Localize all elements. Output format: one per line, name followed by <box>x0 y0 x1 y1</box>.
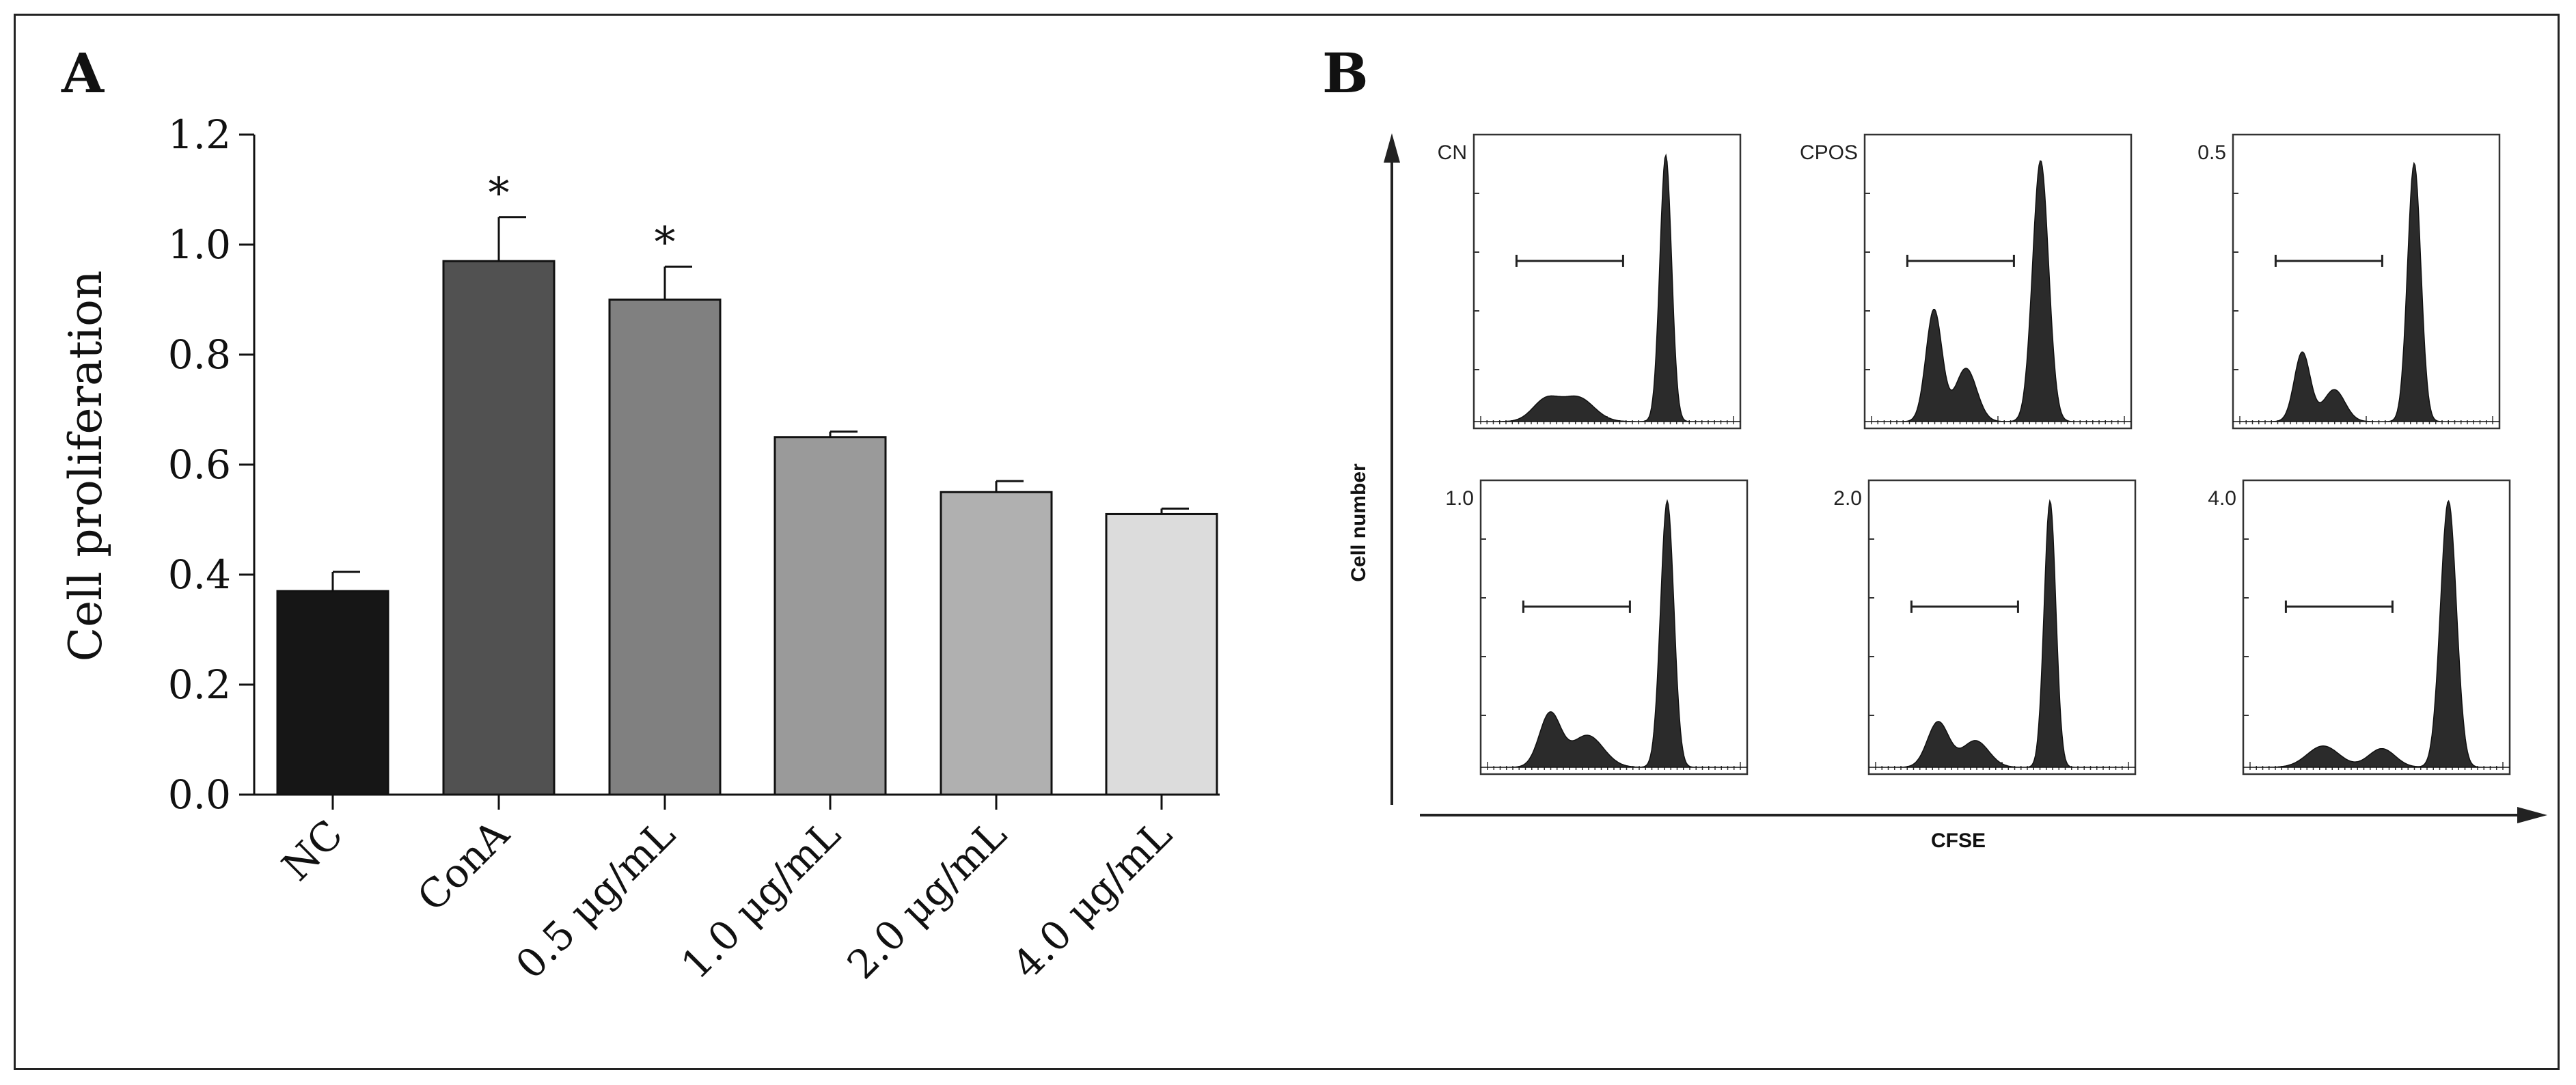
histogram-panel: 4.0 <box>2208 479 2511 775</box>
panel-a-label: A <box>61 41 105 105</box>
histogram-panel: CN <box>1438 133 1742 430</box>
y-axis-arrowhead <box>1384 133 1400 163</box>
y-axis-label-cell-number: Cell number <box>1347 463 1370 582</box>
x-tick-label: 4.0 μg/mL <box>1004 811 1181 988</box>
histogram-box <box>1863 133 2133 430</box>
y-tick-label: 0.0 <box>168 771 231 818</box>
x-tick-label: 1.0 μg/mL <box>672 811 849 988</box>
bar-1.0 μg/mL <box>773 436 887 796</box>
histogram-box <box>2232 133 2501 430</box>
histogram-panel-label: 0.5 <box>2197 141 2226 164</box>
histogram-curve <box>1481 499 1747 768</box>
cfse-histogram-grid: Cell number CFSE CN CPOS 0.5 1.0 2.0 4.0 <box>1347 133 2547 852</box>
histogram-box <box>2242 479 2511 775</box>
bar-0.5 μg/mL <box>608 299 722 796</box>
histogram-curve <box>1869 499 2135 768</box>
y-tick-label: 0.4 <box>168 551 231 598</box>
x-axis-label-cfse: CFSE <box>1931 829 1986 852</box>
bar-2.0 μg/mL <box>940 491 1053 796</box>
histogram-curve <box>1865 160 2131 422</box>
histogram-curve <box>2243 499 2510 768</box>
histogram-panel: 2.0 <box>1833 479 2137 775</box>
histogram-panel: CPOS <box>1800 133 2133 430</box>
y-tick-label: 1.0 <box>168 221 231 268</box>
histogram-curve <box>2233 161 2499 422</box>
x-tick-label: ConA <box>409 810 519 920</box>
y-tick-label: 0.6 <box>168 441 231 488</box>
histogram-box <box>1472 133 1742 430</box>
x-axis-arrowhead <box>2517 807 2547 823</box>
histogram-panel-label: 2.0 <box>1833 487 1862 510</box>
y-axis-label: Cell proliferation <box>59 271 112 662</box>
histogram-box <box>1479 479 1749 775</box>
histogram-panel-label: 1.0 <box>1445 487 1474 510</box>
histogram-panel: 1.0 <box>1445 479 1749 775</box>
histogram-curve <box>1474 153 1740 422</box>
y-tick-label: 0.8 <box>168 331 231 378</box>
bar-chart-cell-proliferation: Cell proliferation 0.0 0.2 0.4 0.6 0.8 1.0 1.2… <box>59 111 1220 988</box>
bar-ConA <box>442 260 556 796</box>
x-tick-label: 0.5 μg/mL <box>507 811 684 988</box>
panel-b-label: B <box>1322 41 1369 105</box>
histogram-box <box>1867 479 2137 775</box>
significance-marker: * <box>489 168 510 218</box>
bar-NC <box>276 590 389 796</box>
histogram-panel-label: CN <box>1438 141 1467 164</box>
x-tick-label: NC <box>273 811 352 890</box>
histogram-panel-label: CPOS <box>1800 141 1858 164</box>
x-tick-label: 2.0 μg/mL <box>838 811 1015 988</box>
y-tick-label: 0.2 <box>168 661 231 708</box>
histogram-panel-label: 4.0 <box>2208 487 2236 510</box>
bar-4.0 μg/mL <box>1105 512 1218 796</box>
y-tick-label: 1.2 <box>168 111 231 158</box>
significance-marker: * <box>655 217 676 267</box>
histogram-panel: 0.5 <box>2197 133 2501 430</box>
